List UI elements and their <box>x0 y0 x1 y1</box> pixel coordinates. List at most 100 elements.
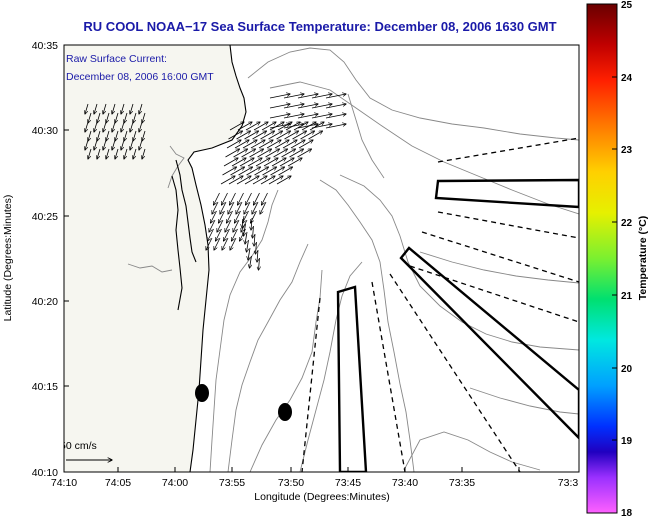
current-vector <box>231 158 246 167</box>
current-vector <box>219 210 225 223</box>
y-tick-label: 40:10 <box>32 467 58 479</box>
current-vector <box>265 149 280 158</box>
current-vector <box>244 223 246 236</box>
current-vector <box>121 139 125 150</box>
current-vector <box>238 192 244 205</box>
current-vector <box>88 148 92 159</box>
current-vector <box>133 112 137 123</box>
x-tick-label: 73:45 <box>335 477 361 489</box>
current-vector <box>225 219 232 232</box>
current-vector <box>269 104 290 109</box>
current-vector <box>88 112 92 123</box>
current-vector <box>97 148 101 159</box>
current-vector <box>292 131 307 140</box>
current-vector <box>252 131 267 140</box>
survey-boxes <box>336 178 579 472</box>
x-axis: 74:10 74:05 74:00 73:55 73:50 73:45 73:4… <box>51 467 578 503</box>
current-vector <box>121 103 125 114</box>
current-vector <box>260 131 275 140</box>
current-vector <box>260 176 275 185</box>
current-vector <box>94 121 98 132</box>
colorbar-tick: 22 <box>621 218 633 229</box>
current-vector <box>232 228 238 241</box>
plot-frame <box>63 44 580 473</box>
current-vector <box>308 131 323 140</box>
current-vector <box>214 237 221 250</box>
current-vector <box>247 239 249 252</box>
current-vector <box>325 104 346 109</box>
current-vector <box>124 148 128 159</box>
current-vector <box>225 149 240 158</box>
current-vector <box>112 139 116 150</box>
current-vector <box>325 94 346 99</box>
current-vector <box>284 131 299 140</box>
current-vector <box>277 122 292 131</box>
current-vector <box>85 103 89 114</box>
colorbar-tick: 20 <box>621 364 633 375</box>
current-vector <box>249 149 264 158</box>
current-vector <box>106 130 110 141</box>
current-vector <box>115 112 119 123</box>
current-vector <box>106 148 110 159</box>
current-vector <box>97 112 101 123</box>
current-vector <box>237 122 252 131</box>
current-vector <box>226 140 241 149</box>
current-vector <box>279 158 294 167</box>
current-vector <box>228 131 243 140</box>
coastline <box>171 45 247 472</box>
current-vector <box>246 167 261 176</box>
current-vector <box>220 201 227 214</box>
current-vector <box>94 103 98 114</box>
current-vector <box>212 201 219 214</box>
colorbar-tick: 21 <box>621 291 633 302</box>
current-vector <box>211 210 217 223</box>
current-vector <box>325 124 346 129</box>
current-vector <box>222 192 228 205</box>
x-tick-label: 73:40 <box>392 477 418 489</box>
current-vector <box>245 231 247 244</box>
current-vector <box>112 121 116 132</box>
current-vector <box>281 149 296 158</box>
current-vector <box>269 122 284 131</box>
current-vector <box>250 140 265 149</box>
current-vector <box>106 112 110 123</box>
current-vector <box>235 210 241 223</box>
current-vector <box>241 149 256 158</box>
current-vector <box>244 176 259 185</box>
current-vector <box>230 167 245 176</box>
current-vector <box>229 122 244 131</box>
current-vector <box>242 215 244 228</box>
current-vector <box>254 233 255 246</box>
current-vector <box>236 176 251 185</box>
current-vector <box>88 130 92 141</box>
current-vector <box>222 167 237 176</box>
colorbar-tick: 18 <box>621 508 633 518</box>
current-vector <box>208 228 214 241</box>
colorbar-tick: 24 <box>621 73 633 84</box>
current-vector <box>262 192 268 205</box>
x-tick-label: 73:50 <box>278 477 304 489</box>
current-vector <box>115 130 119 141</box>
current-vector <box>311 104 332 109</box>
current-vector <box>311 114 332 119</box>
surface-current-vectors <box>85 94 346 270</box>
current-vector <box>250 255 252 268</box>
current-vector <box>266 140 281 149</box>
current-vector <box>297 104 318 109</box>
current-vector <box>247 158 262 167</box>
current-vector <box>85 121 89 132</box>
current-vector <box>244 131 259 140</box>
survey-lines <box>301 137 579 472</box>
x-tick-label: 73:35 <box>449 477 475 489</box>
current-vector <box>260 201 267 214</box>
current-vector <box>252 201 259 214</box>
current-vector <box>283 114 304 119</box>
current-vector <box>115 148 119 159</box>
y-axis: 40:35 40:30 40:25 40:20 40:15 40:10 Lati… <box>2 40 69 479</box>
colorbar-label: Temperature (°C) <box>637 216 649 301</box>
current-vector <box>276 176 291 185</box>
current-vector <box>227 210 233 223</box>
current-vector <box>130 103 134 114</box>
current-vector <box>222 237 229 250</box>
